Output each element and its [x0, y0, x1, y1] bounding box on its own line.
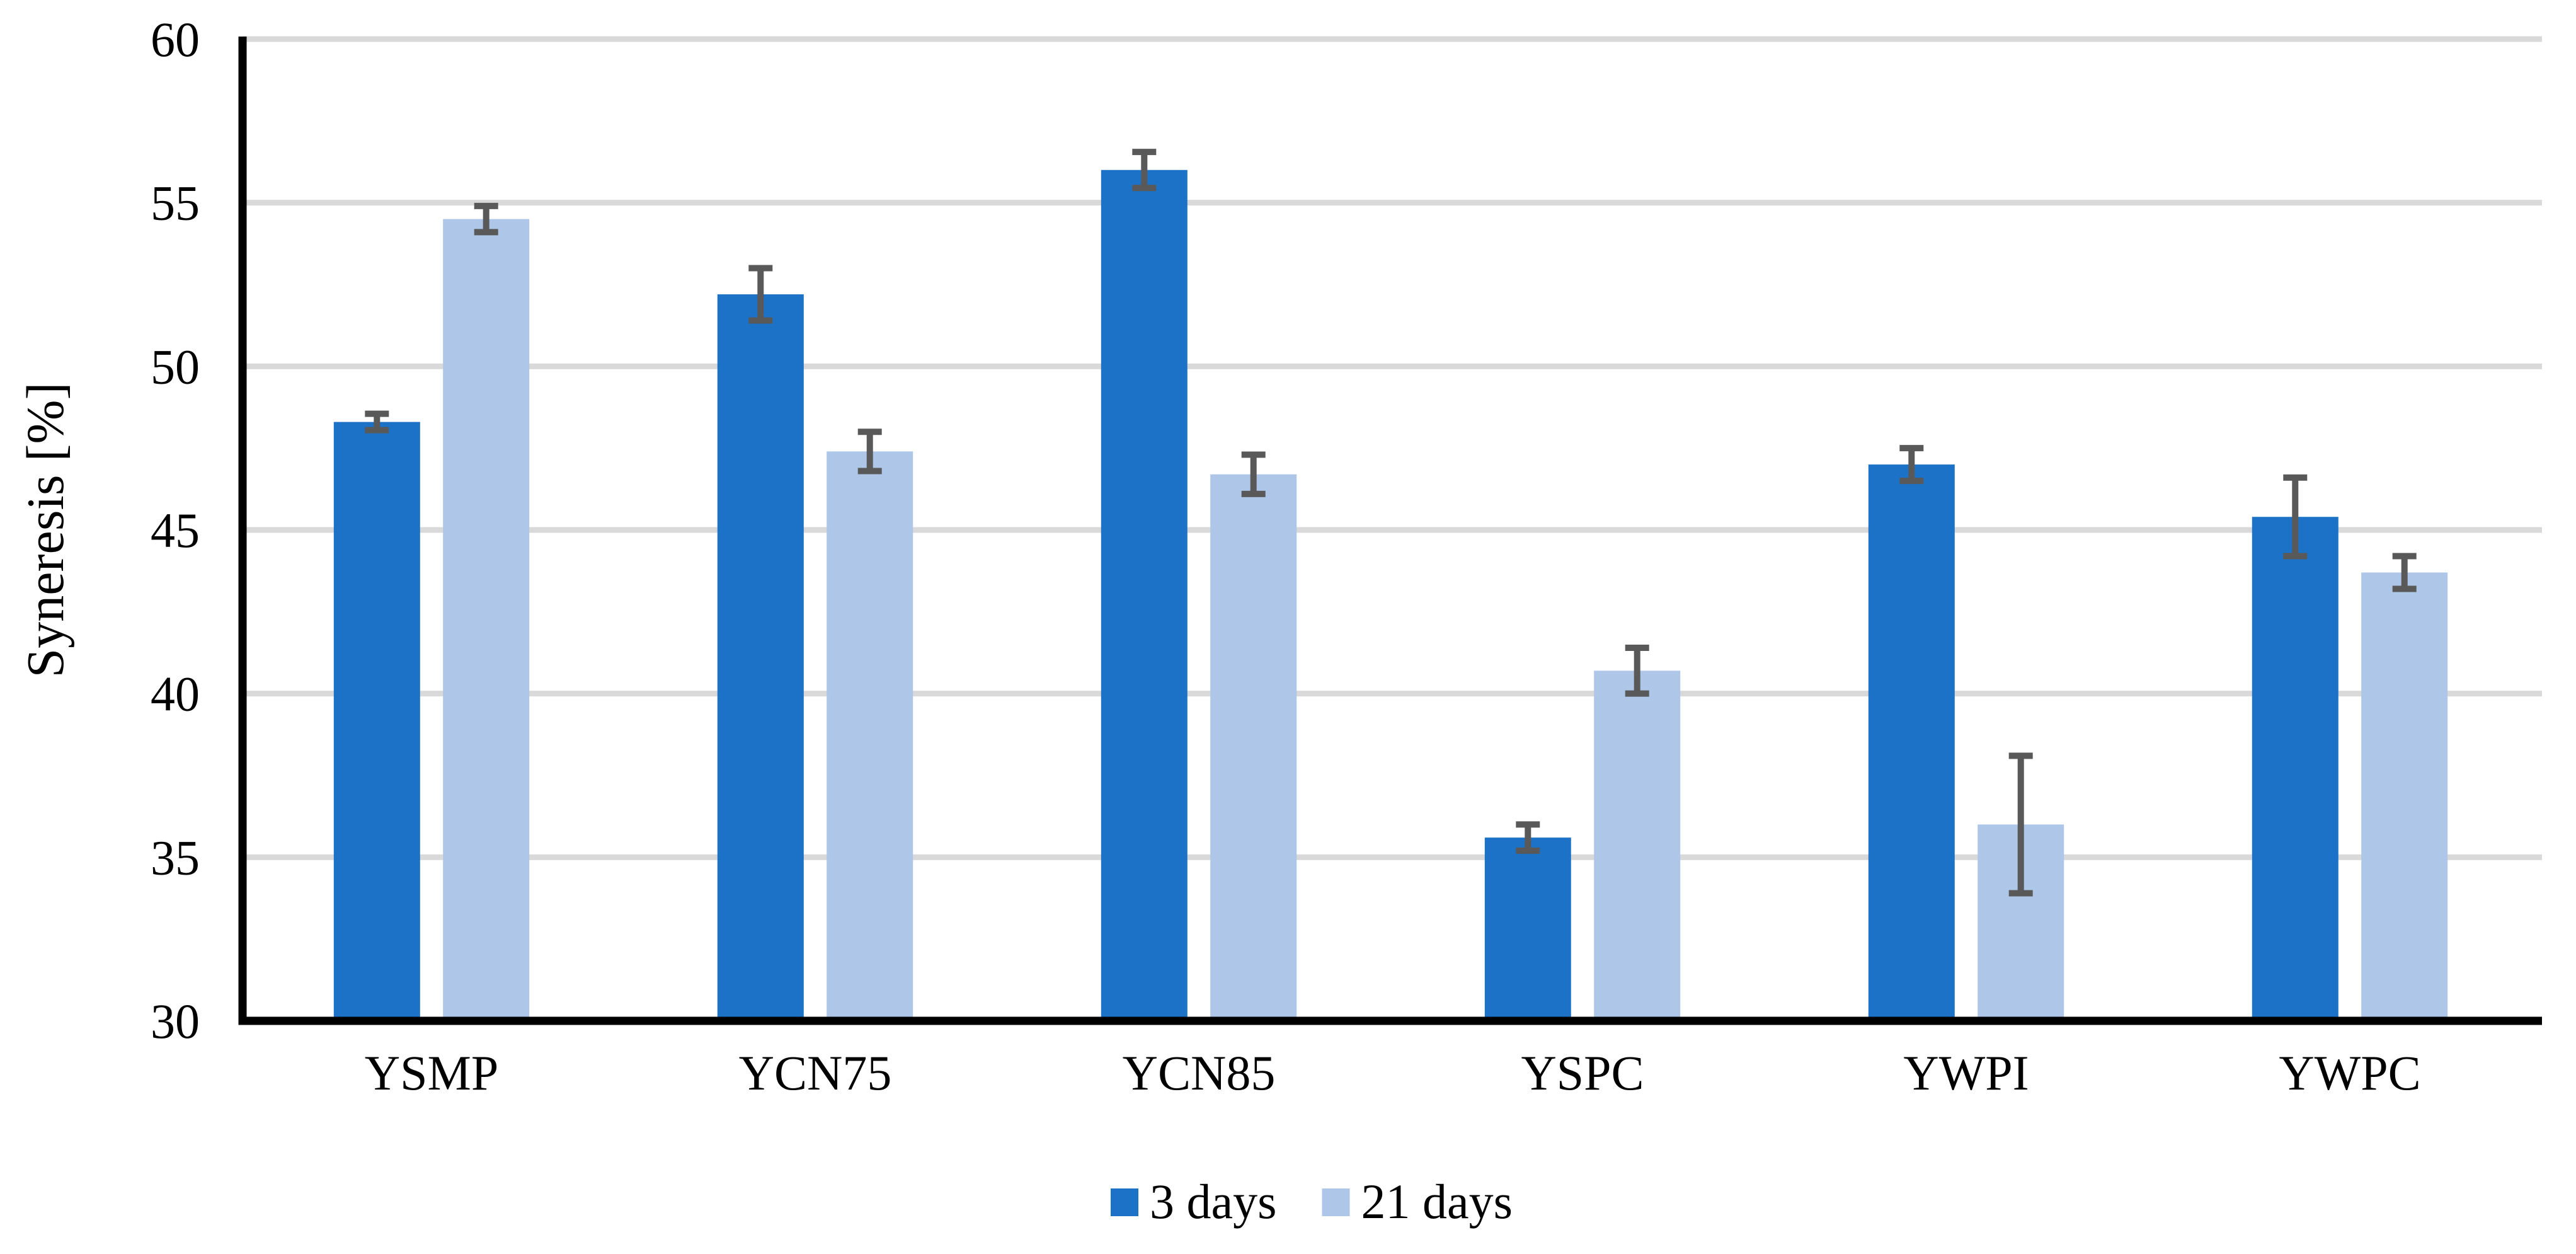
x-category-label-ywpi: YWPI — [1903, 1045, 2029, 1100]
bar-21-days-ysmp — [443, 219, 530, 1021]
y-tick-label-60: 60 — [151, 12, 200, 67]
bar-3-days-ycn75 — [717, 294, 804, 1021]
bar-21-days-yspc — [1594, 670, 1681, 1021]
y-tick-label-35: 35 — [151, 830, 200, 885]
bar-21-days-ycn75 — [827, 451, 913, 1021]
x-category-label-yspc: YSPC — [1521, 1045, 1644, 1100]
legend: 3 days 21 days — [1111, 1174, 1513, 1229]
x-category-label-ysmp: YSMP — [365, 1045, 498, 1100]
y-tick-label-40: 40 — [151, 667, 200, 722]
y-tick-label-50: 50 — [151, 339, 200, 394]
legend-label-21-days: 21 days — [1361, 1174, 1513, 1229]
y-tick-label-45: 45 — [151, 503, 200, 558]
bar-3-days-ycn85 — [1101, 170, 1188, 1021]
bar-21-days-ywpc — [2361, 572, 2448, 1021]
x-category-label-ycn85: YCN85 — [1123, 1045, 1276, 1100]
bar-3-days-ywpi — [1868, 464, 1955, 1021]
y-axis-title: Syneresis [%] — [16, 383, 75, 678]
legend-label-3-days: 3 days — [1150, 1174, 1276, 1229]
legend-marker-21-days — [1322, 1188, 1350, 1216]
bar-21-days-ycn85 — [1210, 474, 1297, 1021]
x-category-label-ycn75: YCN75 — [739, 1045, 892, 1100]
y-tick-label-55: 55 — [151, 176, 200, 231]
bar-3-days-ysmp — [333, 422, 420, 1021]
bar-3-days-ywpc — [2252, 517, 2338, 1021]
x-category-label-ywpc: YWPC — [2279, 1045, 2420, 1100]
legend-marker-3-days — [1111, 1188, 1139, 1216]
y-tick-label-30: 30 — [151, 994, 200, 1049]
bar-3-days-yspc — [1484, 837, 1571, 1021]
